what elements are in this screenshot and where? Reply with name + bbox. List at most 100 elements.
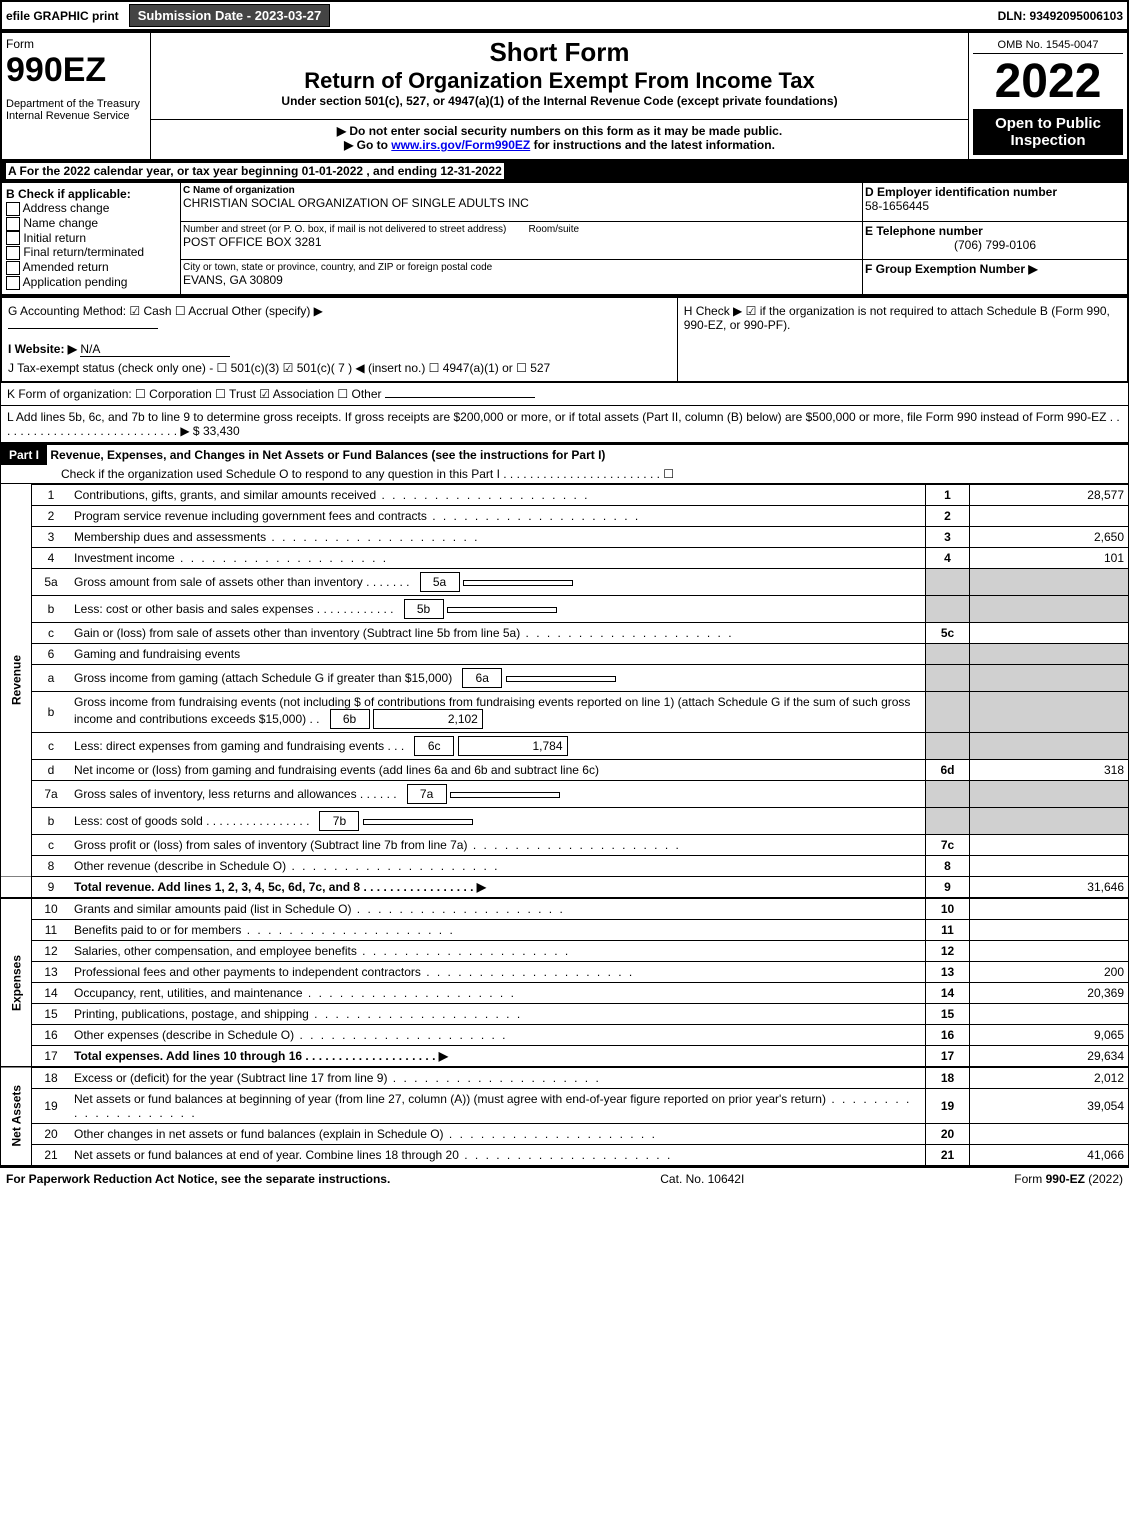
efile-print-label[interactable]: efile GRAPHIC print [6,9,119,23]
l20-desc: Other changes in net assets or fund bala… [70,1123,926,1144]
l6-no: 6 [32,643,71,664]
l19-ref: 19 [926,1088,970,1123]
section-l-text: L Add lines 5b, 6c, and 7b to line 9 to … [7,410,1120,438]
l10-ref: 10 [926,898,970,920]
l15-no: 15 [32,1003,71,1024]
l11-amt [970,919,1129,940]
l20-no: 20 [32,1123,71,1144]
l8-desc: Other revenue (describe in Schedule O) [70,855,926,876]
org-name: CHRISTIAN SOCIAL ORGANIZATION OF SINGLE … [183,196,860,210]
l6-desc: Gaming and fundraising events [70,643,926,664]
l6a-ref-gray [926,664,970,691]
l6b-boxval: 2,102 [373,709,483,729]
l7b-boxval[interactable] [363,819,473,825]
l21-no: 21 [32,1144,71,1165]
l5c-amt [970,622,1129,643]
l5b-boxval[interactable] [447,607,557,613]
l21-desc: Net assets or fund balances at end of ye… [70,1144,926,1165]
l5a-ref-gray [926,568,970,595]
l5a-no: 5a [32,568,71,595]
l2-ref: 2 [926,505,970,526]
l6c-box: 6c [414,736,454,756]
l10-desc: Grants and similar amounts paid (list in… [70,898,926,920]
l12-ref: 12 [926,940,970,961]
l7a-amt-gray [970,780,1129,807]
part1-title: Revenue, Expenses, and Changes in Net As… [50,448,605,462]
l17-ref: 17 [926,1045,970,1067]
l6c-boxval: 1,784 [458,736,568,756]
section-k-text: K Form of organization: ☐ Corporation ☐ … [7,387,382,401]
top-bar: efile GRAPHIC print Submission Date - 20… [0,0,1129,31]
check-address-change[interactable] [6,202,20,216]
vert-revenue: Revenue [1,484,32,876]
section-l-row: L Add lines 5b, 6c, and 7b to line 9 to … [0,406,1129,443]
l5b-no: b [32,595,71,622]
l21-ref: 21 [926,1144,970,1165]
l20-amt [970,1123,1129,1144]
dept-label: Department of the Treasury Internal Reve… [6,98,146,122]
opt-amended-return: Amended return [23,260,109,274]
l6a-box: 6a [462,668,502,688]
l7b-amt-gray [970,807,1129,834]
l15-ref: 15 [926,1003,970,1024]
l16-no: 16 [32,1024,71,1045]
section-a-row: A For the 2022 calendar year, or tax yea… [0,161,1129,181]
l16-amt: 9,065 [970,1024,1129,1045]
check-application-pending[interactable] [6,276,20,290]
l5b-ref-gray [926,595,970,622]
city-label: City or town, state or province, country… [183,262,860,273]
check-final-return[interactable] [6,246,20,260]
l6d-amt: 318 [970,759,1129,780]
opt-final-return: Final return/terminated [23,245,144,259]
addr-label: Number and street (or P. O. box, if mail… [183,224,860,235]
check-name-change[interactable] [6,217,20,231]
l4-desc: Investment income [70,547,926,568]
l1-desc: Contributions, gifts, grants, and simila… [70,484,926,505]
l14-desc: Occupancy, rent, utilities, and maintena… [70,982,926,1003]
l19-desc: Net assets or fund balances at beginning… [70,1088,926,1123]
l13-ref: 13 [926,961,970,982]
l4-no: 4 [32,547,71,568]
l12-amt [970,940,1129,961]
other-specify-field[interactable] [8,328,158,329]
l6c-amt-gray [970,732,1129,759]
section-k-row: K Form of organization: ☐ Corporation ☐ … [0,383,1129,406]
goto-link-text: ▶ Go to www.irs.gov/Form990EZ for instru… [155,138,964,152]
l14-no: 14 [32,982,71,1003]
part1-header: Part I Revenue, Expenses, and Changes in… [0,443,1129,484]
vert-expenses: Expenses [1,898,32,1067]
l6b-ref-gray [926,691,970,732]
l21-amt: 41,066 [970,1144,1129,1165]
l18-amt: 2,012 [970,1067,1129,1089]
vert-revenue-end [1,876,32,898]
section-f-label: F Group Exemption Number ▶ [865,262,1125,276]
l6-amt-gray [970,643,1129,664]
l6c-ref-gray [926,732,970,759]
addr-value: POST OFFICE BOX 3281 [183,235,860,249]
l7a-boxval[interactable] [450,792,560,798]
l6c-desc: Less: direct expenses from gaming and fu… [70,732,926,759]
check-amended-return[interactable] [6,261,20,275]
l2-desc: Program service revenue including govern… [70,505,926,526]
l19-amt: 39,054 [970,1088,1129,1123]
l12-no: 12 [32,940,71,961]
l5a-amt-gray [970,568,1129,595]
l5a-boxval[interactable] [463,580,573,586]
section-d-label: D Employer identification number [865,185,1125,199]
website-value: N/A [80,342,230,357]
l1-ref: 1 [926,484,970,505]
l7b-desc: Less: cost of goods sold . . . . . . . .… [70,807,926,834]
l4-ref: 4 [926,547,970,568]
l4-amt: 101 [970,547,1129,568]
other-org-field[interactable] [385,397,535,398]
l20-ref: 20 [926,1123,970,1144]
l16-ref: 16 [926,1024,970,1045]
irs-link[interactable]: www.irs.gov/Form990EZ [391,138,530,152]
l7a-no: 7a [32,780,71,807]
l13-desc: Professional fees and other payments to … [70,961,926,982]
l3-desc: Membership dues and assessments [70,526,926,547]
check-initial-return[interactable] [6,231,20,245]
l18-desc: Excess or (deficit) for the year (Subtra… [70,1067,926,1089]
l6a-boxval[interactable] [506,676,616,682]
l6d-no: d [32,759,71,780]
